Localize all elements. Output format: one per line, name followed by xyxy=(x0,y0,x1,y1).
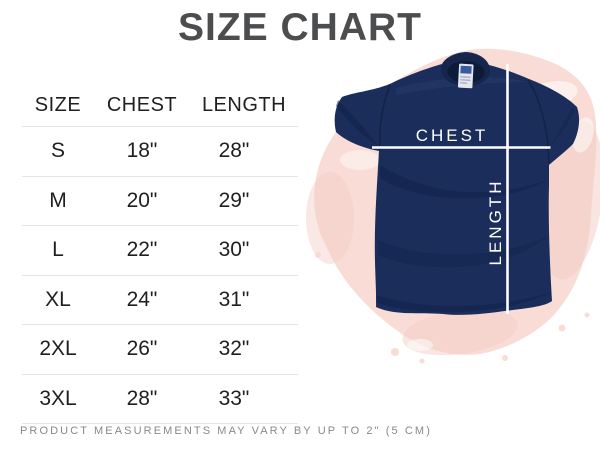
chest-value: 28" xyxy=(126,386,158,410)
length-value: 29" xyxy=(218,188,250,212)
size-value: S xyxy=(50,139,65,163)
length-value: 30" xyxy=(218,238,250,262)
table-row: S 18" 28" xyxy=(22,127,298,177)
length-value: 31" xyxy=(218,287,250,311)
size-value: 3XL xyxy=(39,386,77,410)
length-value: 32" xyxy=(218,337,250,361)
length-value: 33" xyxy=(218,386,250,410)
chest-label: CHEST xyxy=(416,126,489,145)
chest-value: 24" xyxy=(126,287,158,311)
neck-tag xyxy=(457,63,474,89)
table-row: XL 24" 31" xyxy=(22,276,298,325)
chest-value: 26" xyxy=(126,337,158,361)
tshirt-diagram: CHEST LENGTH xyxy=(306,48,600,364)
table-row: 2XL 26" 32" xyxy=(22,325,298,375)
col-header-length: LENGTH xyxy=(201,93,287,116)
col-header-size: SIZE xyxy=(34,93,82,116)
tshirt-graphic xyxy=(334,52,580,315)
size-table: SIZE CHEST LENGTH S 18" 28" M 20" 29" L … xyxy=(22,84,298,424)
table-row: M 20" 29" xyxy=(22,177,298,226)
size-value: 2XL xyxy=(39,337,77,361)
chest-value: 22" xyxy=(126,238,158,262)
chest-value: 18" xyxy=(126,139,158,163)
col-header-chest: CHEST xyxy=(106,93,178,116)
table-row: 3XL 28" 33" xyxy=(22,375,298,424)
size-value: M xyxy=(49,188,67,212)
length-label: LENGTH xyxy=(486,179,505,266)
size-table-header-row: SIZE CHEST LENGTH xyxy=(22,84,298,127)
size-value: XL xyxy=(45,287,71,311)
table-row: L 22" 30" xyxy=(22,226,298,276)
footer-note: PRODUCT MEASUREMENTS MAY VARY BY UP TO 2… xyxy=(20,425,432,437)
length-value: 28" xyxy=(218,139,250,163)
page-title: SIZE CHART xyxy=(178,6,422,49)
size-value: L xyxy=(52,238,64,262)
chest-value: 20" xyxy=(126,188,158,212)
